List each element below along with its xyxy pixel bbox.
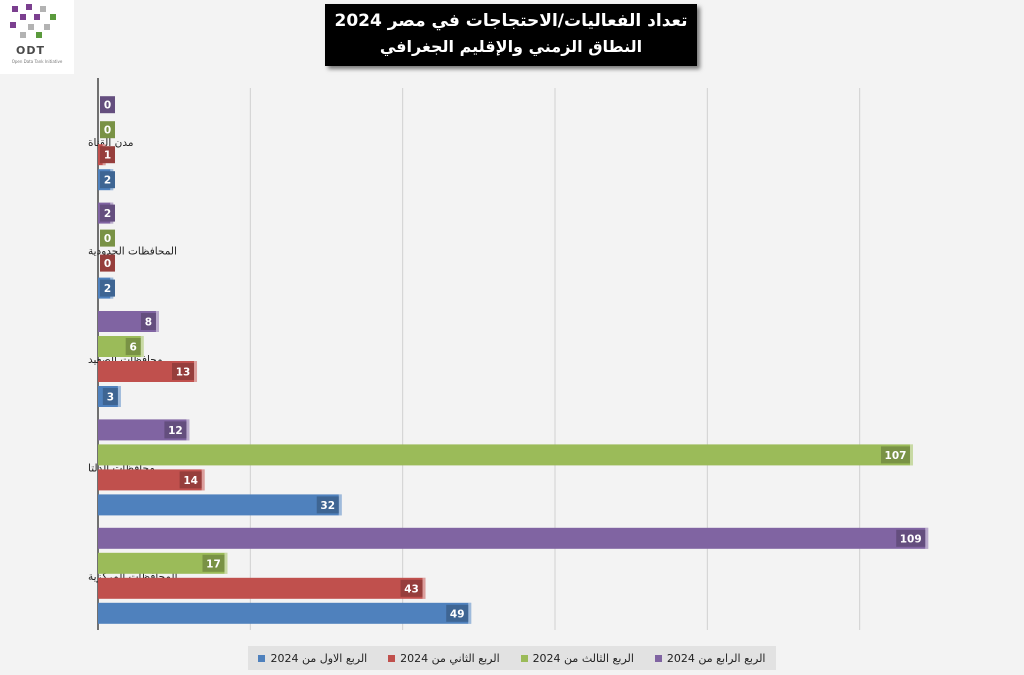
value-label: 6 (130, 342, 137, 354)
legend-swatch (388, 654, 396, 662)
chart-subtitle: النطاق الزمني والإقليم الجغرافي (379, 37, 643, 56)
legend-label: الربع الرابع من 2024 (666, 651, 766, 665)
value-label: 2 (104, 208, 111, 220)
bar-highlight (468, 602, 472, 624)
bar-group (98, 494, 342, 516)
bar (98, 552, 228, 574)
logo-text: ODT (16, 44, 45, 57)
value-label-box (172, 363, 195, 380)
value-label-box (100, 204, 115, 222)
bar-highlight (117, 386, 121, 407)
bar-group (98, 577, 426, 599)
value-label: 0 (104, 125, 111, 137)
value-label-box (100, 229, 115, 247)
value-label-box (100, 146, 115, 164)
legend-item: الربع الثاني من 2024 (388, 651, 500, 665)
odt-logo: ODT Open Data Tank Initiative (0, 0, 74, 74)
value-label-box (100, 96, 115, 114)
legend-swatch (258, 654, 266, 662)
value-label: 107 (885, 450, 907, 462)
legend-item: الربع الثالث من 2024 (520, 651, 634, 665)
value-label-box (179, 471, 202, 489)
legend-label: الربع الثالث من 2024 (532, 651, 634, 665)
value-label-box (100, 254, 115, 272)
value-label-box (316, 496, 339, 514)
bar-highlight (194, 361, 198, 382)
value-label: 0 (104, 258, 111, 270)
bar-highlight (422, 577, 426, 599)
value-label: 2 (104, 283, 111, 295)
bar-highlight (155, 311, 159, 332)
value-label-box (140, 313, 156, 330)
bar-group (98, 552, 228, 574)
value-label: 0 (104, 100, 111, 112)
value-label: 3 (107, 392, 114, 404)
value-label-box (164, 421, 187, 439)
bar (98, 527, 929, 549)
chart-title: تعداد الفعاليات/الاحتجاجات في مصر 2024 (334, 11, 688, 31)
value-label-box (400, 579, 423, 597)
value-label: 17 (206, 558, 221, 570)
value-label-box (125, 338, 141, 355)
value-label-box (102, 388, 118, 405)
value-label: 12 (168, 425, 183, 437)
value-label: 1 (104, 150, 111, 162)
legend-swatch (520, 654, 528, 662)
value-label-box (446, 604, 469, 622)
bar-group (98, 602, 472, 624)
legend-label: الربع الاول من 2024 (270, 651, 368, 665)
value-label: 0 (104, 233, 111, 245)
value-label: 13 (176, 367, 191, 379)
value-label-box (100, 121, 115, 139)
legend-label: الربع الثاني من 2024 (400, 651, 500, 665)
value-label: 32 (320, 500, 335, 512)
bar (98, 602, 472, 624)
legend-item: الربع الرابع من 2024 (654, 651, 766, 665)
value-label-box (896, 529, 926, 547)
bar (98, 494, 342, 516)
bar-group (98, 444, 913, 466)
value-label-box (202, 554, 225, 572)
value-label: 2 (104, 175, 111, 187)
value-label: 109 (900, 533, 922, 545)
logo-tagline: Open Data Tank Initiative (11, 59, 63, 64)
value-label-box (880, 446, 910, 464)
chart-title-box: تعداد الفعاليات/الاحتجاجات في مصر 2024 ا… (325, 4, 697, 66)
bar-highlight (140, 336, 144, 357)
bar-highlight (925, 527, 929, 549)
bar-highlight (338, 494, 342, 516)
legend-swatch (654, 654, 662, 662)
bar (98, 469, 205, 491)
value-label: 14 (183, 475, 198, 487)
bar-highlight (224, 552, 228, 574)
value-label-box (100, 171, 115, 189)
value-label-box (100, 279, 115, 297)
value-label: 8 (145, 317, 152, 329)
chart-legend: الربع الاول من 2024 الربع الثاني من 2024 ا… (248, 646, 776, 670)
bar-highlight (186, 419, 190, 441)
bar-group (98, 469, 205, 491)
value-label: 49 (450, 608, 465, 620)
bar-highlight (909, 444, 913, 466)
logo-cube-icon (10, 4, 56, 38)
legend-item: الربع الاول من 2024 (258, 652, 367, 665)
bar (98, 444, 913, 466)
bar-group (98, 527, 929, 549)
bar-highlight (201, 469, 205, 491)
bar (98, 577, 426, 599)
value-label: 43 (404, 583, 419, 595)
